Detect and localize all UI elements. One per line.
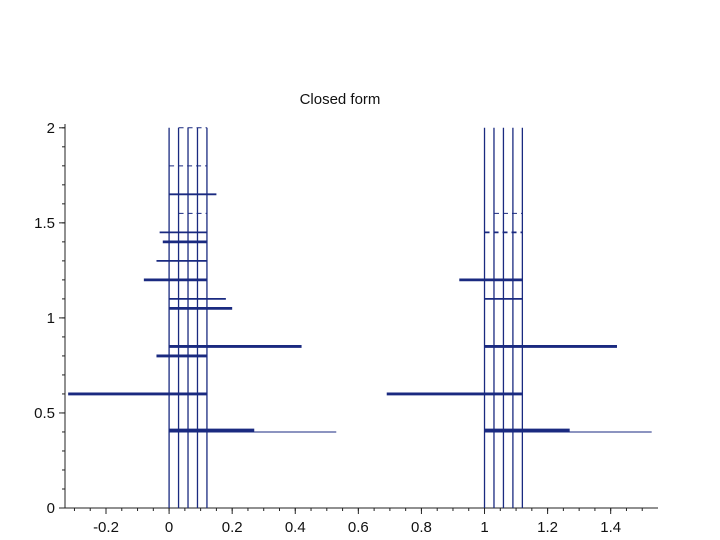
- y-tick-label: 0.5: [34, 405, 55, 422]
- y-tick-label: 1: [47, 310, 55, 327]
- x-tick-label: 0.8: [411, 519, 432, 536]
- axes: -0.2 0 0.2 0.4 0.6 0.8 1 1.2 1.4 0 0.5 1 1.5 2: [34, 120, 658, 536]
- y-tick-label: 1.5: [34, 215, 55, 232]
- x-tick-label: -0.2: [93, 519, 119, 536]
- plot-series: [68, 127, 652, 508]
- x-tick-label: 1.2: [537, 519, 558, 536]
- x-tick-label: 0.6: [348, 519, 369, 536]
- x-tick-label: 0.4: [285, 519, 306, 536]
- y-tick-label: 0: [47, 500, 55, 517]
- x-tick-label: 1: [480, 519, 488, 536]
- x-tick-label: 0: [165, 519, 173, 536]
- chart-title: Closed form: [300, 91, 381, 108]
- x-tick-label: 0.2: [222, 519, 243, 536]
- y-tick-label: 2: [47, 120, 55, 137]
- x-tick-label: 1.4: [600, 519, 621, 536]
